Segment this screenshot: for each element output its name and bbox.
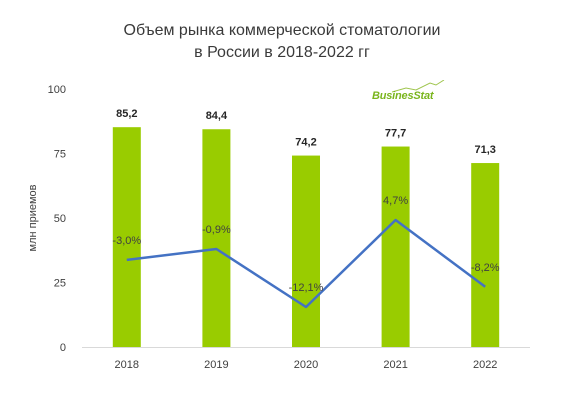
x-tick-label: 2020 <box>294 359 318 371</box>
y-tick-label: 25 <box>54 278 66 290</box>
bar <box>112 127 141 348</box>
axis-layer: 0 25 50 75 100 млн приемов 2018 2019 2020 2021 202… <box>27 84 530 371</box>
y-tick-label: 75 <box>54 149 66 161</box>
y-axis-title: млн приемов <box>27 184 39 251</box>
growth-label: -0,9% <box>202 224 231 236</box>
bar-value-label: 74,2 <box>295 137 316 149</box>
growth-label: -12,1% <box>289 282 324 294</box>
chart-title-line-1: Объем рынка коммерческой стоматологии <box>123 22 441 39</box>
logo-swoosh-icon <box>391 80 445 93</box>
bar <box>381 146 410 347</box>
bar <box>292 155 320 347</box>
bar <box>471 163 500 347</box>
growth-label: 4,7% <box>383 195 408 207</box>
bar-value-label: 84,4 <box>206 110 228 122</box>
x-tick-label: 2022 <box>473 359 497 371</box>
chart-title-line-2: в России в 2018-2022 гг <box>194 44 370 61</box>
logo-text: BusinesStat <box>372 90 434 102</box>
growth-label: -8,2% <box>471 262 500 274</box>
bar-value-label: 77,7 <box>385 128 406 140</box>
label-layer: 85,2 84,4 74,2 77,7 71,3 -3,0% -0,9% -12,1% 4,7%… <box>112 108 499 294</box>
x-tick-label: 2021 <box>383 359 407 371</box>
bar-value-label: 71,3 <box>474 144 495 156</box>
bar-value-label: 85,2 <box>116 108 137 120</box>
growth-label: -3,0% <box>112 235 141 247</box>
y-tick-label: 50 <box>54 213 66 225</box>
bar <box>202 129 231 347</box>
x-tick-label: 2019 <box>204 359 228 371</box>
line-layer <box>126 218 486 309</box>
y-tick-label: 0 <box>60 342 66 354</box>
chart-title: Объем рынка коммерческой стоматологии в … <box>0 20 564 64</box>
bar-layer <box>112 127 500 348</box>
x-tick-label: 2018 <box>115 359 139 371</box>
y-tick-label: 100 <box>48 84 66 96</box>
businesstat-logo: BusinesStat <box>372 80 452 106</box>
